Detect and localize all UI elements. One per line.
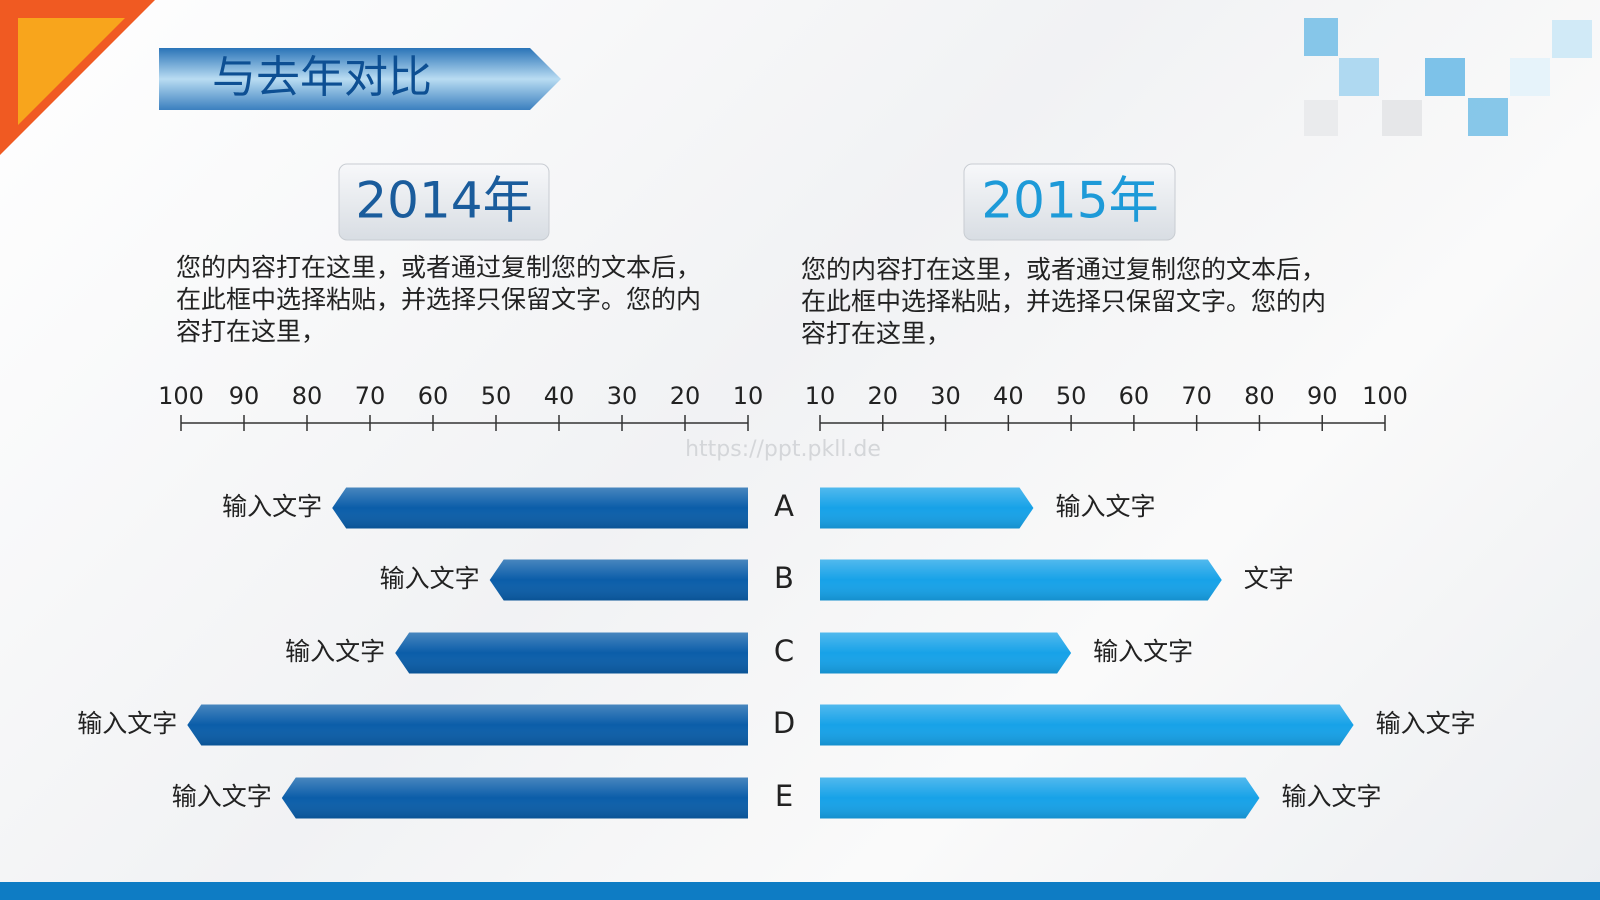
watermark: https://ppt.pkll.de [685,437,881,462]
bar-shade [820,777,1260,819]
description: 您的内容打在这里，或者通过复制您的文本后，在此框中选择粘贴，并选择只保留文字。您… [176,253,702,346]
category-label: D [773,706,795,740]
footer-band [0,882,1600,900]
square-decoration [1304,18,1592,136]
bar-label: 输入文字 [285,637,385,666]
bar-shade [820,487,1034,529]
bar-label: 文字 [1244,564,1294,593]
bar-shade [187,704,749,746]
x-tick-label: 20 [670,382,701,410]
x-tick-label: 50 [1056,382,1087,410]
bar-shade [281,777,748,819]
x-tick-label: 80 [1244,382,1275,410]
category-label: C [774,634,794,668]
legend-heading: 2015年 [981,172,1158,230]
x-tick-label: 10 [733,382,764,410]
x-tick-label: 40 [993,382,1024,410]
series-box [338,163,550,241]
description: 您的内容打在这里，或者通过复制您的文本后，在此框中选择粘贴，并选择只保留文字。您… [801,255,1327,348]
x-tick-label: 60 [1119,382,1150,410]
x-tick-label: 80 [292,382,323,410]
bar-shade [820,559,1222,601]
x-tick-label: 100 [158,382,204,410]
x-tick-label: 40 [544,382,575,410]
bar-shade [820,704,1354,746]
bar-label: 输入文字 [380,564,480,593]
title-banner [159,48,561,110]
bar-label: 输入文字 [172,782,272,811]
bar-shade [820,632,1072,674]
category-label: A [774,489,794,523]
x-tick-label: 70 [1181,382,1212,410]
x-tick-label: 50 [481,382,512,410]
bar-shade [395,632,748,674]
x-tick-label: 90 [229,382,260,410]
bar-shade [489,559,748,601]
corner-decoration [18,18,125,125]
legend-heading: 2014年 [355,172,532,230]
chart-title: 与去年对比 [212,52,432,103]
x-tick-label: 30 [607,382,638,410]
category-label: E [775,779,793,813]
series-box [963,163,1176,241]
x-tick-label: 30 [930,382,961,410]
x-tick-label: 100 [1362,382,1408,410]
category-label: B [774,561,794,595]
x-tick-label: 60 [418,382,449,410]
x-tick-label: 20 [868,382,899,410]
bar-label: 输入文字 [1376,709,1476,738]
bar-label: 输入文字 [77,709,177,738]
x-tick-label: 10 [805,382,836,410]
bar-label: 输入文字 [1055,492,1155,521]
bar-label: 输入文字 [222,492,322,521]
bar-shade [332,487,748,529]
x-tick-label: 90 [1307,382,1338,410]
x-tick-label: 70 [355,382,386,410]
bar-label: 输入文字 [1281,782,1381,811]
bar-label: 输入文字 [1093,637,1193,666]
